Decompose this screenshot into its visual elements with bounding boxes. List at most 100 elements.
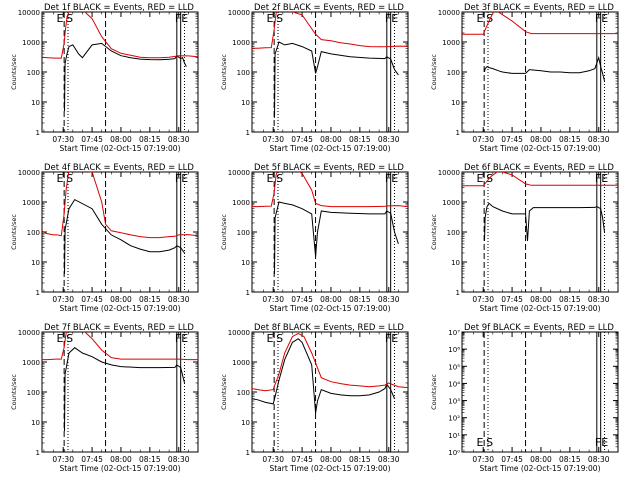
x-tick-label: 08:00 bbox=[320, 295, 342, 304]
y-tick-label: 100 bbox=[27, 389, 40, 397]
y-tick-label: 1 bbox=[36, 129, 40, 137]
data-traces bbox=[252, 12, 408, 118]
x-tick-label: 08:00 bbox=[320, 455, 342, 464]
y-tick-label: 10000 bbox=[228, 169, 250, 177]
x-tick-label: 07:30 bbox=[472, 455, 494, 464]
x-axis-label: Start Time (02-Oct-15 07:19:00) bbox=[59, 304, 180, 313]
y-tick-label: 1 bbox=[36, 449, 40, 457]
x-tick-label: 08:00 bbox=[110, 455, 132, 464]
y-tick-label: 10000 bbox=[438, 169, 460, 177]
y-tick-label: 10000 bbox=[228, 329, 250, 337]
x-tick-label: 08:00 bbox=[530, 455, 552, 464]
series-events-line bbox=[252, 338, 395, 414]
marker-label-s: S bbox=[276, 12, 283, 25]
marker-label-e: E bbox=[476, 12, 483, 25]
x-tick-label: 08:30 bbox=[588, 135, 610, 144]
y-tick-label: 10⁰ bbox=[448, 449, 460, 457]
marker-label-e: E bbox=[266, 172, 273, 185]
marker-label-fe: FE bbox=[385, 172, 398, 185]
chart-title: Det 4f BLACK = Events, RED = LLD bbox=[44, 163, 194, 173]
x-tick-label: 07:30 bbox=[472, 295, 494, 304]
y-axis-label: Counts/sec bbox=[220, 54, 228, 90]
x-axis-label: Start Time (02-Oct-15 07:19:00) bbox=[59, 144, 180, 153]
y-axis-label: Counts/sec bbox=[10, 374, 18, 410]
x-axis-label: Start Time (02-Oct-15 07:19:00) bbox=[479, 144, 600, 153]
series-lld-line bbox=[252, 172, 408, 208]
y-tick-label: 100 bbox=[27, 229, 40, 237]
y-tick-label: 1000 bbox=[232, 39, 250, 47]
x-tick-label: 08:15 bbox=[139, 135, 161, 144]
y-tick-label: 1000 bbox=[232, 359, 250, 367]
x-axis-label: Start Time (02-Oct-15 07:19:00) bbox=[59, 464, 180, 473]
x-tick-label: 07:30 bbox=[52, 135, 74, 144]
marker-label-fe: FE bbox=[175, 332, 188, 345]
marker-label-s: S bbox=[66, 332, 73, 345]
x-tick-label: 08:15 bbox=[559, 295, 581, 304]
series-lld-line bbox=[462, 12, 618, 35]
series-events-line bbox=[484, 55, 605, 82]
y-tick-label: 10 bbox=[31, 99, 40, 107]
marker-label-fe: FE bbox=[385, 332, 398, 345]
data-traces bbox=[252, 172, 408, 274]
y-tick-label: 100 bbox=[237, 69, 250, 77]
marker-label-fe: FE bbox=[595, 172, 608, 185]
chart-title: Det 5f BLACK = Events, RED = LLD bbox=[254, 163, 404, 173]
data-traces bbox=[252, 332, 408, 414]
y-tick-label: 100 bbox=[447, 229, 460, 237]
series-events-line bbox=[64, 198, 185, 274]
y-tick-label: 10 bbox=[451, 259, 460, 267]
chart-title: Det 6f BLACK = Events, RED = LLD bbox=[464, 163, 614, 173]
x-tick-label: 08:30 bbox=[168, 135, 190, 144]
marker-label-fe: FE bbox=[595, 12, 608, 25]
x-tick-label: 08:15 bbox=[139, 455, 161, 464]
y-tick-label: 1 bbox=[456, 289, 460, 297]
x-tick-label: 08:30 bbox=[168, 455, 190, 464]
x-tick-label: 08:00 bbox=[110, 135, 132, 144]
x-axis-label: Start Time (02-Oct-15 07:19:00) bbox=[479, 304, 600, 313]
y-tick-label: 1 bbox=[246, 289, 250, 297]
x-tick-label: 07:45 bbox=[291, 295, 313, 304]
x-tick-label: 08:00 bbox=[110, 295, 132, 304]
x-tick-label: 08:15 bbox=[349, 295, 371, 304]
x-axis-label: Start Time (02-Oct-15 07:19:00) bbox=[269, 304, 390, 313]
marker-label-e: E bbox=[476, 436, 483, 449]
y-tick-label: 10⁴ bbox=[448, 380, 460, 388]
series-lld-line bbox=[42, 172, 198, 239]
plot-frame bbox=[461, 331, 619, 453]
y-tick-label: 10⁵ bbox=[448, 363, 460, 371]
y-tick-label: 10 bbox=[31, 419, 40, 427]
y-tick-label: 10000 bbox=[18, 329, 40, 337]
y-tick-label: 10000 bbox=[228, 9, 250, 17]
y-tick-label: 1 bbox=[246, 129, 250, 137]
y-tick-label: 10000 bbox=[18, 169, 40, 177]
x-tick-label: 08:30 bbox=[168, 295, 190, 304]
marker-label-e: E bbox=[266, 332, 273, 345]
y-tick-label: 1 bbox=[246, 449, 250, 457]
series-events-line bbox=[274, 41, 399, 118]
chart-title: Det 7f BLACK = Events, RED = LLD bbox=[44, 323, 194, 333]
chart-title: Det 1f BLACK = Events, RED = LLD bbox=[44, 3, 194, 13]
x-tick-label: 08:15 bbox=[139, 295, 161, 304]
series-events-line bbox=[64, 347, 185, 432]
x-tick-label: 08:30 bbox=[588, 295, 610, 304]
y-tick-label: 10¹ bbox=[448, 432, 460, 440]
chart-title: Det 8f BLACK = Events, RED = LLD bbox=[254, 323, 404, 333]
x-tick-label: 08:15 bbox=[559, 135, 581, 144]
x-tick-label: 08:30 bbox=[378, 455, 400, 464]
x-tick-label: 07:45 bbox=[81, 455, 103, 464]
x-tick-label: 08:15 bbox=[349, 455, 371, 464]
series-events-line bbox=[64, 42, 187, 112]
marker-label-s: S bbox=[486, 12, 493, 25]
chart-panel-7: Det 7f BLACK = Events, RED = LLD 1 10 100 10… bbox=[10, 323, 199, 473]
series-lld-line bbox=[252, 12, 408, 49]
y-tick-label: 1000 bbox=[22, 199, 40, 207]
chart-panel-9: Det 9f BLACK = Events, RED = LLD 10⁰ 10¹ 10… bbox=[430, 323, 619, 473]
series-lld-line bbox=[462, 172, 618, 187]
y-axis-label: Counts/sec bbox=[220, 374, 228, 410]
marker-label-s: S bbox=[66, 12, 73, 25]
x-tick-label: 07:45 bbox=[501, 455, 523, 464]
y-tick-label: 1000 bbox=[442, 39, 460, 47]
x-tick-label: 08:00 bbox=[320, 135, 342, 144]
x-tick-label: 08:30 bbox=[588, 455, 610, 464]
